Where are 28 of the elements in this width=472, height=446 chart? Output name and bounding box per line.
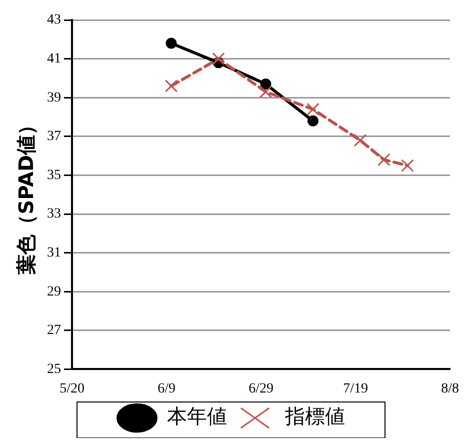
legend-label: 本年値 bbox=[167, 404, 227, 428]
x-tick-label: 5/20 bbox=[60, 381, 84, 396]
y-tick-label: 31 bbox=[47, 245, 61, 260]
y-tick-label: 29 bbox=[47, 284, 61, 300]
y-axis-title: 葉色（SPAD値） bbox=[14, 114, 38, 276]
point bbox=[259, 85, 272, 98]
y-tick-label: 25 bbox=[47, 362, 61, 377]
point bbox=[164, 80, 178, 92]
x-tick-label: 6/29 bbox=[248, 381, 274, 396]
point bbox=[377, 153, 390, 166]
y-tick-label: 41 bbox=[47, 51, 61, 66]
x-tick-label: 7/19 bbox=[343, 381, 368, 396]
point bbox=[306, 102, 320, 116]
y-tick-label: 43 bbox=[47, 12, 61, 28]
legend-label: 指標値 bbox=[284, 404, 345, 428]
y-tick-label: 27 bbox=[47, 323, 61, 338]
y-tick-label: 35 bbox=[47, 168, 61, 183]
x-tick-label: 6/9 bbox=[158, 381, 176, 396]
point bbox=[354, 134, 367, 147]
point bbox=[260, 78, 272, 90]
x-tick-label: 8/8 bbox=[441, 381, 459, 396]
y-tick-label: 39 bbox=[47, 90, 61, 106]
point bbox=[307, 115, 318, 126]
point bbox=[401, 159, 414, 172]
point bbox=[166, 38, 177, 49]
y-tick-label: 33 bbox=[47, 206, 61, 222]
y-tick-label: 37 bbox=[47, 129, 61, 144]
point bbox=[212, 52, 225, 66]
